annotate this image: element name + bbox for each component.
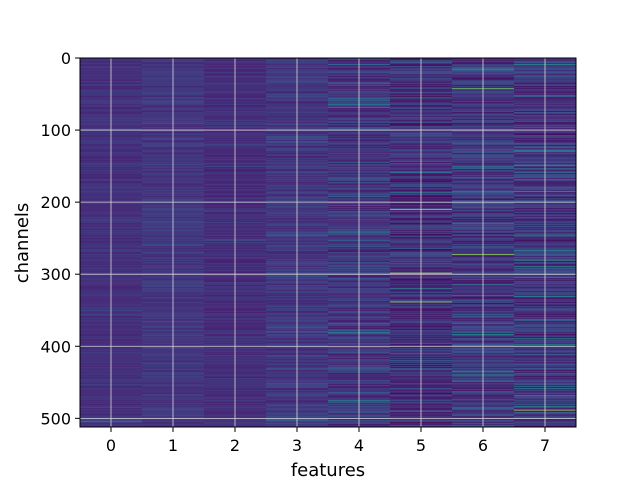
x-tick-label: 1 (168, 436, 178, 455)
plot-frame (79, 57, 577, 428)
y-tick-label: 500 (40, 409, 71, 428)
y-tick-label: 100 (40, 121, 71, 140)
y-tick-label: 400 (40, 337, 71, 356)
x-tick-label: 5 (416, 436, 426, 455)
x-tick-label: 6 (478, 436, 488, 455)
y-tick-label: 0 (61, 49, 71, 68)
x-axis-ticks: 0 1 2 3 4 5 6 7 (106, 427, 550, 455)
y-tick-label: 200 (40, 193, 71, 212)
y-axis-label: channels (12, 203, 33, 284)
x-tick-label: 0 (106, 436, 116, 455)
x-tick-label: 3 (292, 436, 302, 455)
y-tick-label: 300 (40, 265, 71, 284)
x-tick-label: 4 (354, 436, 364, 455)
y-axis-ticks: 0 100 200 300 400 500 (40, 49, 80, 428)
x-tick-label: 7 (540, 436, 550, 455)
grid-lines (80, 57, 576, 427)
plot-area (79, 57, 577, 428)
x-axis-label: features (291, 460, 365, 480)
x-tick-label: 2 (230, 436, 240, 455)
heatmap-cells (80, 58, 577, 428)
